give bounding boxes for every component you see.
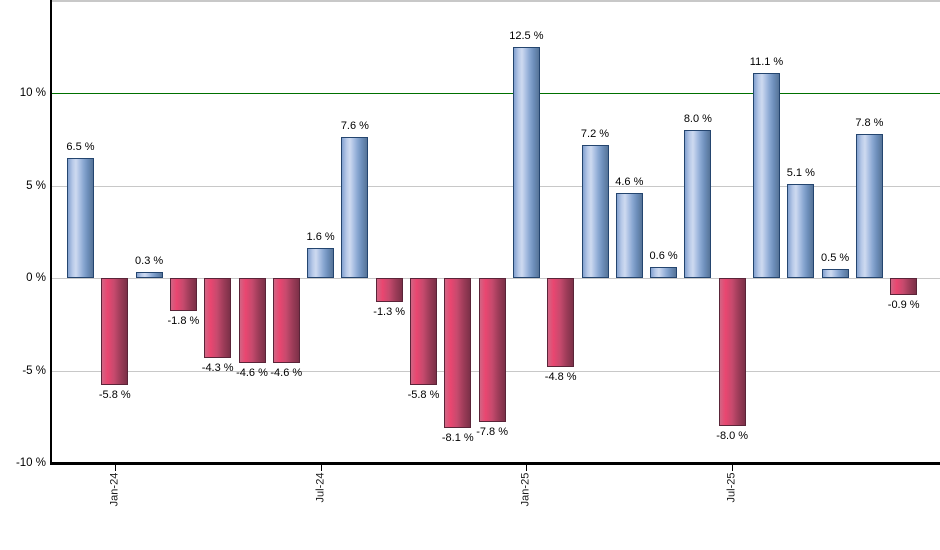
- bar-value-label-20: 11.1 %: [749, 55, 784, 68]
- negative-bar-24: [890, 278, 918, 295]
- bar-value-label-3: -1.8 %: [167, 315, 200, 328]
- y-tick-label--10pct: -10 %: [15, 457, 46, 469]
- positive-bar-23: [855, 133, 883, 278]
- y-tick-label-0pct: 0 %: [26, 272, 46, 284]
- bar-value-label-18: 8.0 %: [683, 113, 712, 125]
- bar-value-label-12: -7.8 %: [476, 426, 508, 439]
- y-tick-label-10pct: 10 %: [19, 87, 46, 99]
- x-tick-mark-Jan-25: [526, 464, 528, 471]
- positive-bar-21: [787, 183, 815, 278]
- negative-bar-1: [101, 278, 129, 386]
- positive-bar-13: [512, 46, 540, 278]
- positive-bar-17: [650, 266, 678, 278]
- negative-bar-4: [204, 278, 232, 358]
- bar-value-label-6: -4.6 %: [270, 367, 303, 380]
- positive-bar-15: [581, 144, 609, 278]
- negative-bar-12: [478, 278, 506, 423]
- gridline-5pct: [51, 186, 940, 187]
- x-tick-mark-Jul-25: [732, 464, 734, 471]
- bar-value-label-7: 1.6 %: [306, 231, 335, 244]
- bar-value-label-4: -4.3 %: [201, 361, 234, 374]
- bar-value-label-8: 7.6 %: [340, 120, 369, 133]
- negative-bar-10: [410, 278, 437, 386]
- bar-value-label-24: -0.9 %: [887, 298, 920, 311]
- bar-value-label-19: -8.0 %: [716, 430, 749, 442]
- x-tick-label-Jul-25: Jul-25: [725, 472, 738, 502]
- y-axis-line: [50, 0, 52, 464]
- negative-bar-14: [547, 278, 575, 367]
- positive-bar-16: [615, 192, 643, 278]
- plot-top-border: [51, 0, 940, 2]
- positive-bar-7: [307, 248, 335, 278]
- reference-line-10pct: [51, 93, 940, 94]
- bar-value-label-5: -4.6 %: [236, 367, 268, 380]
- negative-bar-3: [169, 278, 197, 312]
- bar-value-label-11: -8.1 %: [441, 431, 474, 444]
- positive-bar-20: [753, 72, 780, 278]
- negative-bar-11: [444, 278, 472, 428]
- bar-value-label-0: 6.5 %: [66, 140, 95, 153]
- negative-bar-9: [375, 278, 403, 303]
- x-tick-label-Jan-24: Jan-24: [108, 472, 121, 506]
- negative-bar-19: [718, 278, 746, 426]
- bar-value-label-16: 4.6 %: [615, 175, 644, 188]
- x-tick-label-Jan-25: Jan-25: [519, 472, 532, 506]
- y-tick-label-5pct: 5 %: [26, 179, 46, 192]
- bar-value-label-15: 7.2 %: [580, 127, 610, 140]
- negative-bar-5: [238, 278, 266, 364]
- bar-value-label-17: 0.6 %: [649, 249, 678, 262]
- bar-value-label-14: -4.8 %: [544, 370, 577, 383]
- negative-bar-6: [272, 278, 300, 364]
- positive-bar-0: [67, 157, 94, 278]
- bar-value-label-13: 12.5 %: [509, 29, 544, 42]
- positive-bar-22: [821, 268, 849, 278]
- x-tick-mark-Jan-24: [114, 464, 116, 471]
- bar-value-label-2: 0.3 %: [135, 255, 164, 268]
- bar-value-label-9: -1.3 %: [373, 306, 406, 319]
- bar-value-label-23: 7.8 %: [855, 116, 884, 129]
- positive-bar-2: [135, 272, 163, 278]
- x-tick-label-Jul-24: Jul-24: [314, 472, 327, 502]
- positive-bar-18: [684, 130, 712, 278]
- bar-value-label-22: 0.5 %: [821, 251, 850, 264]
- y-tick-label--5pct: -5 %: [22, 364, 46, 377]
- x-axis-line: [50, 462, 940, 465]
- bar-value-label-1: -5.8 %: [98, 389, 131, 402]
- positive-bar-8: [341, 137, 369, 278]
- x-tick-mark-Jul-24: [320, 464, 322, 471]
- bar-value-label-21: 5.1 %: [786, 166, 815, 179]
- bar-value-label-10: -5.8 %: [407, 389, 440, 402]
